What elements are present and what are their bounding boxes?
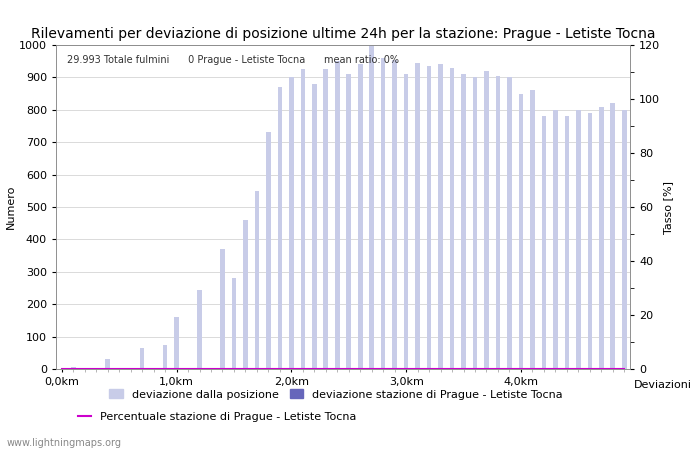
Bar — [358, 64, 363, 369]
Bar — [278, 87, 282, 369]
Bar — [346, 74, 351, 369]
Bar — [323, 69, 328, 369]
Bar — [370, 45, 374, 369]
Bar — [243, 220, 248, 369]
Bar — [542, 116, 546, 369]
Title: Rilevamenti per deviazione di posizione ultime 24h per la stazione: Prague - Let: Rilevamenti per deviazione di posizione … — [31, 27, 655, 41]
Bar — [587, 113, 592, 369]
Bar — [266, 132, 271, 369]
Bar — [576, 110, 580, 369]
Bar — [450, 68, 454, 369]
Bar — [415, 63, 420, 369]
Bar — [427, 66, 431, 369]
Bar — [255, 191, 259, 369]
Bar — [473, 77, 477, 369]
Legend: Percentuale stazione di Prague - Letiste Tocna: Percentuale stazione di Prague - Letiste… — [74, 408, 360, 427]
Bar — [312, 84, 316, 369]
Bar — [508, 77, 512, 369]
Bar — [484, 71, 489, 369]
Text: www.lightningmaps.org: www.lightningmaps.org — [7, 438, 122, 448]
Bar — [496, 76, 500, 369]
Bar — [610, 104, 615, 369]
Bar — [71, 367, 76, 369]
Bar — [300, 69, 305, 369]
Bar — [599, 107, 603, 369]
Bar — [197, 290, 202, 369]
Bar — [622, 110, 626, 369]
Bar — [174, 317, 179, 369]
Bar — [553, 110, 558, 369]
Text: 29.993 Totale fulmini      0 Prague - Letiste Tocna      mean ratio: 0%: 29.993 Totale fulmini 0 Prague - Letiste… — [67, 55, 400, 65]
Bar — [530, 90, 535, 369]
Bar — [381, 58, 386, 369]
Bar — [140, 348, 144, 369]
Y-axis label: Numero: Numero — [6, 185, 16, 229]
Bar — [232, 278, 236, 369]
Y-axis label: Tasso [%]: Tasso [%] — [663, 180, 673, 234]
Bar — [106, 359, 110, 369]
Bar — [220, 249, 225, 369]
Bar — [565, 116, 569, 369]
Bar — [163, 345, 167, 369]
Bar — [289, 77, 293, 369]
Bar — [335, 61, 340, 369]
Legend: deviazione dalla posizione, deviazione stazione di Prague - Letiste Tocna: deviazione dalla posizione, deviazione s… — [105, 385, 567, 404]
Bar — [438, 64, 443, 369]
Bar — [461, 74, 466, 369]
Bar — [404, 74, 408, 369]
Bar — [393, 59, 397, 369]
Bar — [519, 94, 523, 369]
Text: Deviazioni: Deviazioni — [634, 380, 692, 390]
